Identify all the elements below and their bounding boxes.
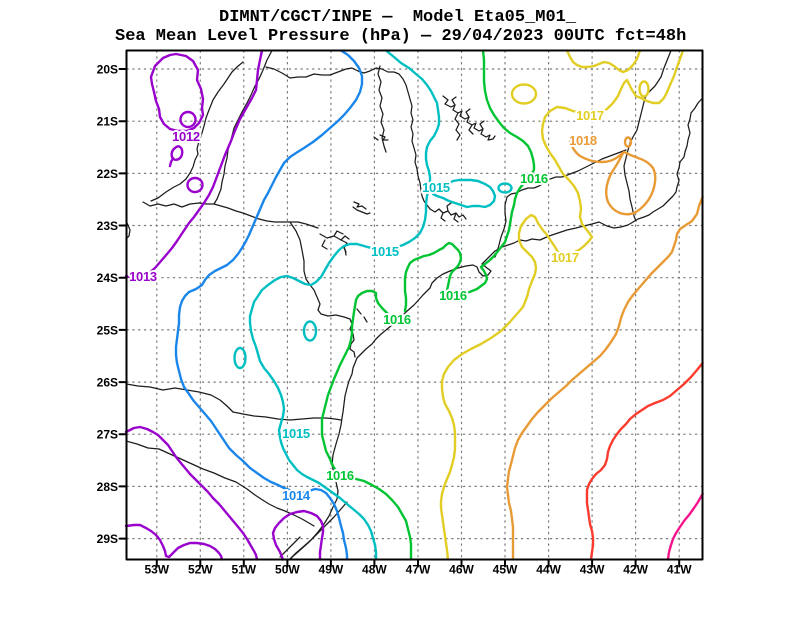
svg-text:46W: 46W [449,563,474,577]
svg-text:42W: 42W [623,563,648,577]
svg-text:48W: 48W [362,563,387,577]
svg-text:1016: 1016 [439,288,467,303]
svg-text:22S: 22S [97,167,118,181]
svg-text:1016: 1016 [520,171,548,186]
svg-text:26S: 26S [97,376,118,390]
svg-text:49W: 49W [319,563,344,577]
svg-text:50W: 50W [275,563,300,577]
svg-text:28S: 28S [97,480,118,494]
svg-text:1012: 1012 [172,129,200,144]
svg-text:51W: 51W [231,563,256,577]
svg-text:52W: 52W [188,563,213,577]
svg-text:24S: 24S [97,271,118,285]
svg-text:1016: 1016 [383,312,411,327]
svg-text:41W: 41W [667,563,692,577]
svg-text:1015: 1015 [282,426,310,441]
svg-text:53W: 53W [144,563,169,577]
svg-text:23S: 23S [97,219,118,233]
svg-text:47W: 47W [406,563,431,577]
svg-text:20S: 20S [97,63,118,77]
svg-text:27S: 27S [97,428,118,442]
svg-text:1015: 1015 [371,244,399,259]
svg-text:1015: 1015 [422,180,450,195]
svg-text:1016: 1016 [326,468,354,483]
svg-text:1017: 1017 [576,108,604,123]
svg-text:25S: 25S [97,323,118,337]
svg-text:21S: 21S [97,115,118,129]
svg-text:1014: 1014 [282,488,311,503]
svg-text:43W: 43W [580,563,605,577]
svg-text:44W: 44W [536,563,561,577]
svg-text:45W: 45W [493,563,518,577]
svg-text:29S: 29S [97,532,118,546]
svg-text:1018: 1018 [569,133,597,148]
svg-text:1013: 1013 [129,269,157,284]
svg-text:1017: 1017 [551,250,579,265]
